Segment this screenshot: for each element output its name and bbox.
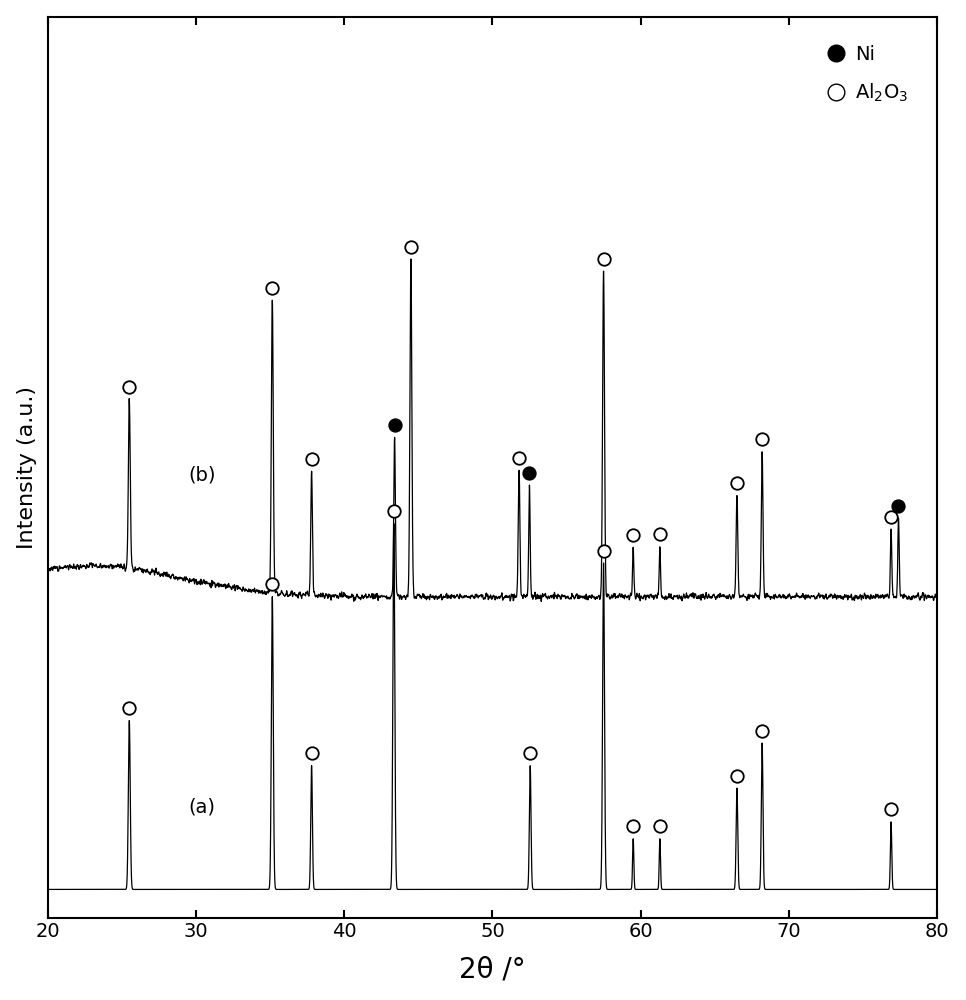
Y-axis label: Intensity (a.u.): Intensity (a.u.) xyxy=(16,386,37,549)
X-axis label: 2θ /°: 2θ /° xyxy=(459,955,526,983)
Text: (b): (b) xyxy=(188,465,216,484)
Legend: Ni, Al$_2$O$_3$: Ni, Al$_2$O$_3$ xyxy=(818,35,919,114)
Text: (a): (a) xyxy=(188,797,215,816)
